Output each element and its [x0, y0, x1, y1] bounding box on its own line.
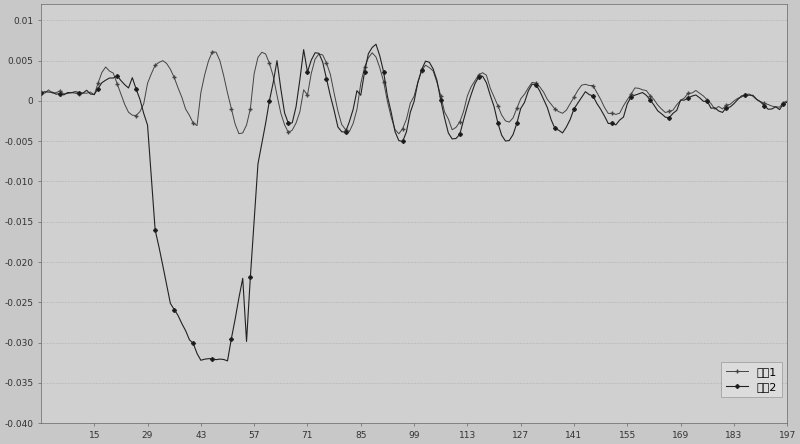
系列2	[718, 110, 727, 115]
系列2	[51, 91, 61, 97]
Line: 系列2: 系列2	[39, 43, 789, 362]
系列1	[36, 90, 46, 95]
系列2	[573, 100, 582, 106]
系列1	[573, 88, 582, 93]
Legend: 系列1, 系列2: 系列1, 系列2	[722, 362, 782, 396]
系列2	[782, 99, 792, 105]
系列1	[394, 131, 404, 136]
系列1	[207, 49, 217, 55]
系列1	[718, 106, 727, 111]
系列2	[166, 301, 175, 306]
系列1	[51, 90, 61, 95]
系列2	[371, 42, 381, 47]
系列1	[196, 90, 206, 95]
系列2	[59, 92, 69, 98]
系列2	[36, 91, 46, 96]
系列2	[196, 357, 206, 363]
系列1	[166, 67, 175, 72]
系列1	[782, 98, 792, 103]
系列1	[59, 91, 69, 97]
Line: 系列1: 系列1	[39, 50, 789, 135]
系列2	[222, 358, 232, 364]
